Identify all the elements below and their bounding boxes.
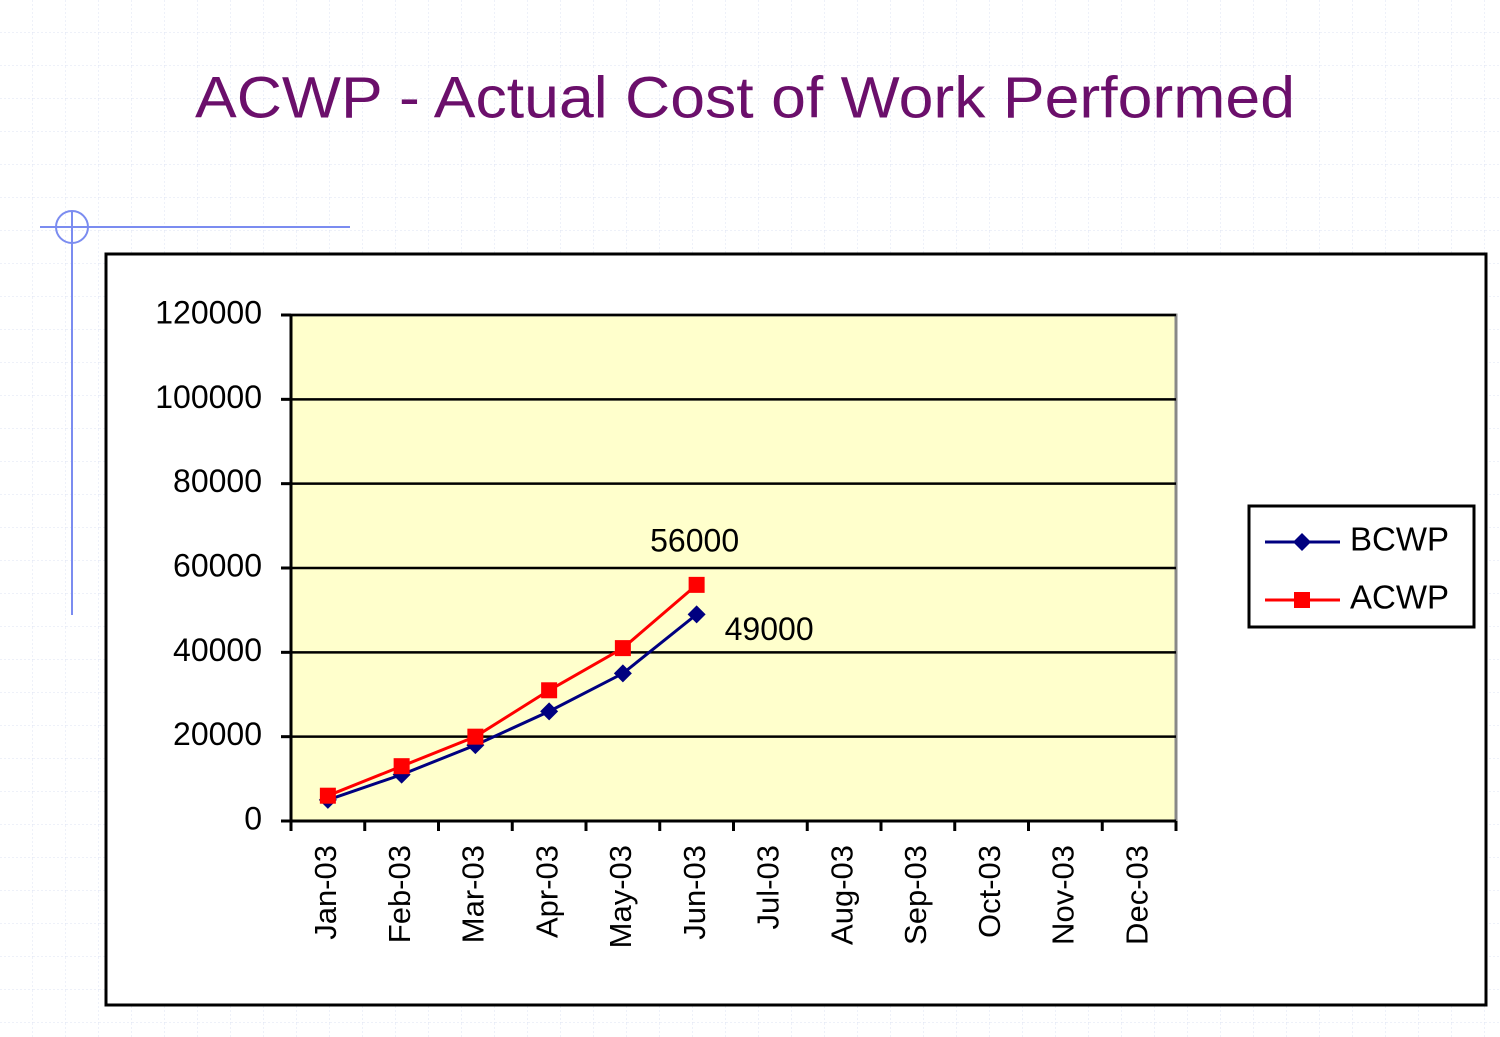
legend-box — [1247, 504, 1476, 629]
x-tick-label: Feb-03 — [382, 845, 417, 943]
x-tick-label: Dec-03 — [1119, 845, 1154, 945]
data-point — [319, 787, 336, 804]
x-tick-label: Nov-03 — [1046, 845, 1081, 945]
y-tick-label: 40000 — [173, 632, 262, 668]
data-point — [614, 640, 631, 657]
legend-marker — [1294, 592, 1310, 608]
slide-title: ACWP - Actual Cost of Work Performed — [195, 65, 1295, 130]
data-label: 49000 — [725, 611, 814, 647]
data-point — [687, 605, 706, 624]
legend-marker — [1293, 533, 1311, 551]
data-point — [540, 702, 559, 721]
legend-label: BCWP — [1350, 521, 1449, 558]
y-tick-label: 20000 — [173, 716, 262, 752]
x-tick-label: Sep-03 — [898, 845, 933, 945]
y-tick-label: 100000 — [155, 379, 262, 415]
x-tick-label: Jan-03 — [308, 845, 343, 940]
x-tick-label: Jun-03 — [677, 845, 712, 940]
decoration — [40, 210, 350, 615]
data-label: 56000 — [650, 522, 739, 558]
series-line — [327, 613, 698, 802]
y-tick-label: 120000 — [155, 294, 262, 330]
data-point — [613, 664, 632, 683]
x-tick-label: Jul-03 — [751, 845, 786, 929]
x-tick-label: Aug-03 — [824, 845, 859, 945]
data-point — [393, 758, 410, 775]
x-tick-label: May-03 — [603, 845, 638, 948]
legend-label: ACWP — [1350, 579, 1449, 616]
y-tick-label: 0 — [244, 800, 262, 836]
x-tick-label: Oct-03 — [972, 845, 1007, 938]
y-tick-label: 80000 — [173, 463, 262, 499]
y-tick-label: 60000 — [173, 547, 262, 583]
data-point — [467, 728, 484, 745]
series-line — [327, 583, 698, 798]
data-point — [688, 576, 705, 593]
x-tick-label: Apr-03 — [529, 845, 564, 938]
data-point — [541, 682, 558, 699]
x-tick-label: Mar-03 — [456, 845, 491, 943]
